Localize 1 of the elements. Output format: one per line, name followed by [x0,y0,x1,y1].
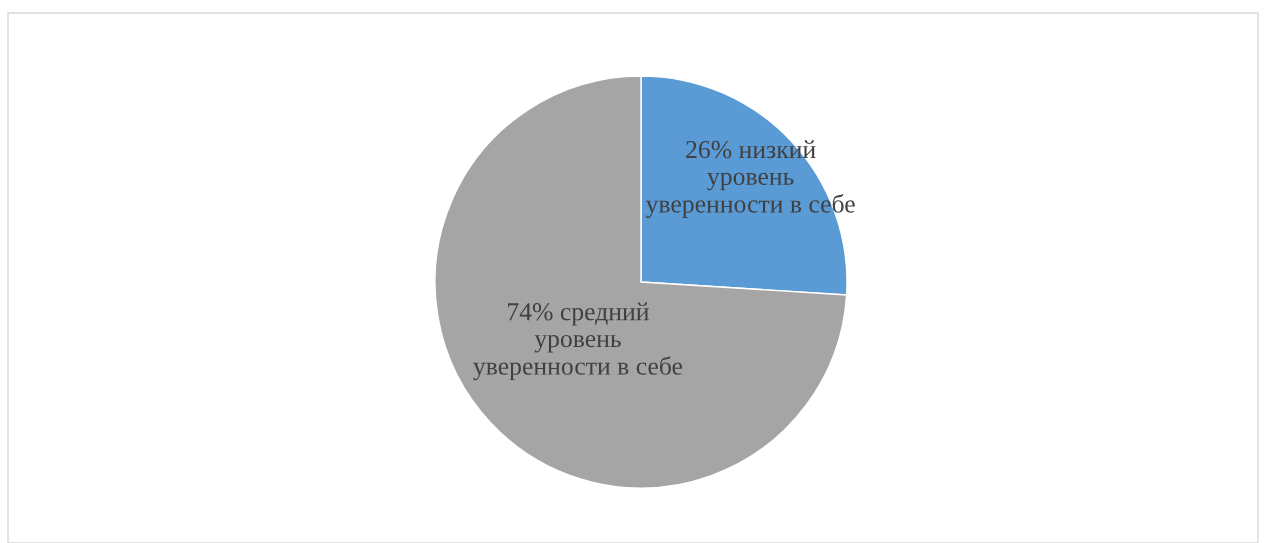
slice-label: 74% средний уровень уверенности в себе [473,302,683,381]
